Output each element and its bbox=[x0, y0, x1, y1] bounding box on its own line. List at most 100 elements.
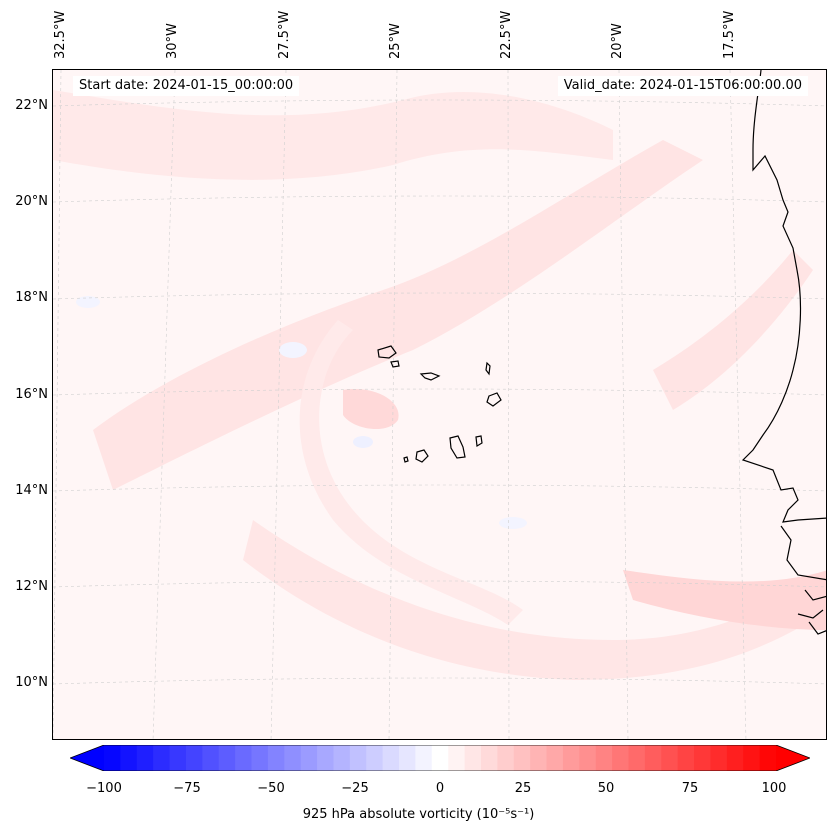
negative-vorticity-spot-2 bbox=[353, 436, 373, 448]
colorbar-tick-label: 100 bbox=[761, 781, 787, 796]
colorbar-tick-label: 0 bbox=[435, 781, 445, 796]
colorbar bbox=[68, 744, 812, 772]
colorbar-extend-high bbox=[776, 745, 810, 771]
vorticity-map-panel: Start date: 2024-01-15_00:00:00 Valid_da… bbox=[52, 69, 827, 740]
colorbar-swatch bbox=[104, 745, 121, 771]
island-cape-verde-sao-nicolau bbox=[419, 372, 441, 381]
lon-label-20w: 20°W bbox=[610, 23, 625, 59]
colorbar-extend-low bbox=[70, 745, 104, 771]
vorticity-spot-islands bbox=[343, 389, 399, 430]
colorbar-tick-label: 50 bbox=[597, 781, 615, 796]
colorbar-swatch bbox=[415, 745, 433, 771]
island-cape-verde-sal bbox=[485, 361, 491, 376]
lon-label-17-5w: 17.5°W bbox=[722, 10, 737, 59]
parallel-16n bbox=[53, 388, 826, 396]
start-date-banner: Start date: 2024-01-15_00:00:00 bbox=[73, 76, 300, 96]
colorbar-swatch bbox=[464, 745, 482, 771]
coastlines bbox=[377, 70, 826, 635]
colorbar-swatch bbox=[710, 745, 728, 771]
coastline-senegal-gambia bbox=[780, 525, 826, 581]
meridian-27-5w bbox=[270, 70, 287, 739]
island-cape-verde-brava bbox=[403, 456, 409, 463]
colorbar-swatch bbox=[628, 745, 646, 771]
island-cape-verde-boa-vista bbox=[486, 392, 502, 407]
colorbar-swatch bbox=[136, 745, 154, 771]
colorbar-swatch bbox=[300, 745, 318, 771]
lon-label-32-5w: 32.5°W bbox=[53, 10, 68, 59]
island-cape-verde-sao-vicente bbox=[390, 360, 400, 368]
coastline-guinea-bissau bbox=[797, 589, 826, 635]
meridian-17-5w bbox=[729, 70, 747, 739]
colorbar-swatch bbox=[349, 745, 367, 771]
lat-label-14n: 14°N bbox=[15, 483, 48, 498]
colorbar-swatch bbox=[382, 745, 400, 771]
meridian-30w bbox=[152, 70, 176, 739]
lon-label-27-5w: 27.5°W bbox=[277, 10, 292, 59]
colorbar-swatch bbox=[743, 745, 761, 771]
vorticity-band-coast bbox=[623, 570, 826, 630]
colorbar-swatch bbox=[399, 745, 417, 771]
colorbar-swatch bbox=[546, 745, 564, 771]
colorbar-swatch bbox=[612, 745, 630, 771]
lat-label-22n: 22°N bbox=[15, 98, 48, 113]
colorbar-swatch bbox=[497, 745, 515, 771]
colorbar-svg bbox=[68, 744, 812, 772]
colorbar-swatch bbox=[169, 745, 187, 771]
vorticity-shading bbox=[53, 90, 826, 680]
colorbar-swatch bbox=[235, 745, 253, 771]
colorbar-swatch bbox=[562, 745, 580, 771]
negative-vorticity-spot-1 bbox=[279, 342, 307, 358]
colorbar-tick-label: −75 bbox=[173, 781, 201, 796]
parallel-22n bbox=[53, 99, 826, 107]
vorticity-band-northwest bbox=[53, 90, 613, 180]
meridian-25w bbox=[388, 70, 398, 739]
colorbar-swatch bbox=[153, 745, 171, 771]
lat-label-20n: 20°N bbox=[15, 194, 48, 209]
colorbar-label: 925 hPa absolute vorticity (10⁻⁵s⁻¹) bbox=[302, 807, 535, 822]
colorbar-swatch bbox=[317, 745, 335, 771]
gridlines bbox=[53, 70, 826, 739]
island-cape-verde-santiago bbox=[449, 435, 466, 459]
colorbar-swatch bbox=[694, 745, 712, 771]
colorbar-swatch bbox=[595, 745, 613, 771]
vorticity-band-diagonal bbox=[93, 140, 703, 490]
parallel-18n bbox=[53, 292, 826, 300]
colorbar-swatch bbox=[333, 745, 351, 771]
vorticity-band-arc bbox=[299, 320, 523, 625]
colorbar-tick-label: −50 bbox=[257, 781, 285, 796]
lat-label-10n: 10°N bbox=[15, 675, 48, 690]
colorbar-swatch bbox=[120, 745, 138, 771]
colorbar-swatch bbox=[366, 745, 384, 771]
colorbar-swatch bbox=[251, 745, 269, 771]
colorbar-swatch bbox=[726, 745, 744, 771]
colorbar-swatch bbox=[579, 745, 597, 771]
colorbar-swatch bbox=[480, 745, 498, 771]
colorbar-tick-label: 75 bbox=[681, 781, 699, 796]
vorticity-band-east bbox=[653, 250, 813, 410]
colorbar-swatch bbox=[267, 745, 285, 771]
parallel-12n bbox=[53, 580, 826, 588]
colorbar-swatch bbox=[202, 745, 220, 771]
meridian-32-5w bbox=[53, 70, 62, 739]
colorbar-swatch bbox=[759, 745, 777, 771]
lon-label-22-5w: 22.5°W bbox=[499, 10, 514, 59]
parallel-14n bbox=[53, 484, 826, 492]
colorbar-swatch bbox=[661, 745, 679, 771]
colorbar-tick-label: −25 bbox=[341, 781, 369, 796]
map-canvas bbox=[53, 70, 826, 739]
parallel-20n bbox=[53, 195, 826, 203]
lat-label-12n: 12°N bbox=[15, 579, 48, 594]
colorbar-swatch bbox=[284, 745, 302, 771]
colorbar-swatch bbox=[448, 745, 466, 771]
negative-vorticity-spot-3 bbox=[499, 517, 527, 529]
colorbar-swatch bbox=[218, 745, 236, 771]
colorbar-tick-label: 25 bbox=[514, 781, 532, 796]
colorbar-swatch bbox=[677, 745, 695, 771]
colorbar-tick-label: −100 bbox=[86, 781, 122, 796]
colorbar-swatch bbox=[644, 745, 662, 771]
lat-label-18n: 18°N bbox=[15, 290, 48, 305]
island-cape-verde-maio bbox=[475, 435, 483, 447]
colorbar-swatch bbox=[185, 745, 203, 771]
meridian-22-5w bbox=[507, 70, 510, 739]
valid-date-banner: Valid_date: 2024-01-15T06:00:00.00 bbox=[557, 76, 808, 96]
